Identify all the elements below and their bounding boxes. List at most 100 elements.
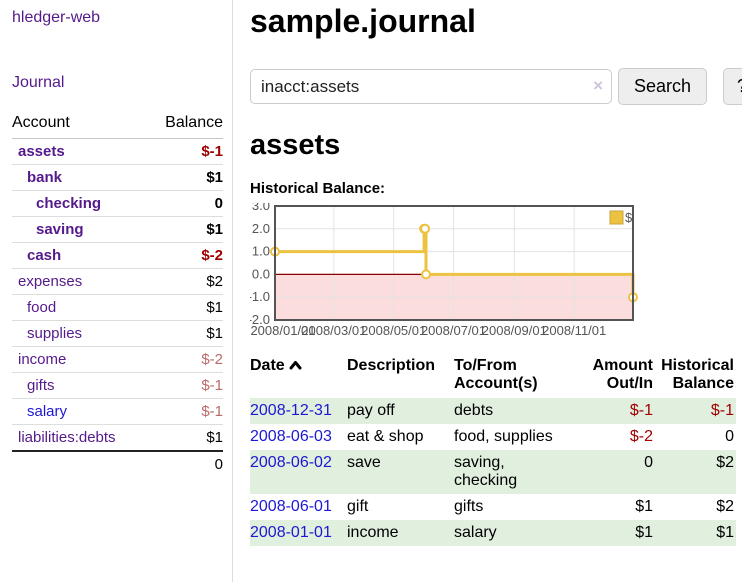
transaction-date-link[interactable]: 2008-01-01 bbox=[250, 524, 332, 541]
account-link-food[interactable]: food bbox=[27, 299, 57, 316]
account-balance: $2 bbox=[147, 268, 223, 295]
register-header-date[interactable]: Date bbox=[250, 355, 347, 398]
svg-text:2008/01/01: 2008/01/01 bbox=[250, 323, 315, 338]
transaction-description: gift bbox=[347, 498, 369, 515]
transaction-accounts: salary bbox=[454, 524, 497, 541]
accounts-header-balance: Balance bbox=[147, 112, 223, 139]
transaction-balance: $-1 bbox=[710, 402, 734, 419]
account-balance: $1 bbox=[147, 294, 223, 321]
account-row: checking 0 bbox=[12, 190, 223, 217]
account-row: bank $1 bbox=[12, 164, 223, 191]
register-row: 2008-01-01 income salary $1 $1 bbox=[250, 520, 736, 546]
account-balance: $-1 bbox=[147, 372, 223, 399]
account-link-assets[interactable]: assets bbox=[18, 143, 65, 160]
register-row: 2008-06-02 save saving, checking 0 $2 bbox=[250, 450, 736, 494]
account-link-cash[interactable]: cash bbox=[27, 247, 62, 264]
page-title: sample.journal bbox=[250, 3, 476, 39]
transaction-description: save bbox=[347, 454, 381, 471]
account-balance: $1 bbox=[147, 320, 223, 347]
account-row: income $-2 bbox=[12, 346, 223, 373]
account-link-checking[interactable]: checking bbox=[36, 195, 102, 212]
svg-text:2.0: 2.0 bbox=[252, 221, 270, 236]
register-header-amount: Amount Out/In bbox=[592, 357, 653, 392]
account-link-gifts[interactable]: gifts bbox=[27, 377, 55, 394]
svg-text:2008/05/01: 2008/05/01 bbox=[361, 323, 426, 338]
transaction-date-link[interactable]: 2008-06-03 bbox=[250, 428, 332, 445]
account-row: cash $-2 bbox=[12, 242, 223, 269]
register-header-description: Description bbox=[347, 357, 436, 374]
accounts-table: Account Balance assets $-1 bank $1 checking 0… bbox=[12, 112, 223, 477]
transaction-amount: $-1 bbox=[629, 402, 653, 419]
clear-search-icon[interactable]: × bbox=[593, 76, 603, 95]
svg-text:3.0: 3.0 bbox=[252, 203, 270, 213]
historical-balance-chart: $3.0 2.0 1.0 0.0 -1.0 -2.02008/01/012008/03/0… bbox=[250, 203, 638, 338]
account-row: saving $1 bbox=[12, 216, 223, 243]
transaction-description: income bbox=[347, 524, 399, 541]
account-balance: $1 bbox=[147, 216, 223, 243]
transaction-balance: $2 bbox=[716, 454, 734, 471]
register-row: 2008-12-31 pay off debts $-1 $-1 bbox=[250, 398, 736, 424]
transaction-accounts: saving, checking bbox=[454, 454, 518, 489]
register-row: 2008-06-03 eat & shop food, supplies $-2 0 bbox=[250, 424, 736, 450]
help-button[interactable]: ? bbox=[723, 68, 742, 105]
register-header-accounts: To/From Account(s) bbox=[454, 357, 538, 392]
accounts-tbody: assets $-1 bank $1 checking 0 saving $1 cash $-2 e… bbox=[12, 138, 223, 452]
transaction-date-link[interactable]: 2008-06-01 bbox=[250, 498, 332, 515]
sort-ascending-icon bbox=[289, 357, 302, 375]
accounts-total-row: 0 bbox=[12, 450, 223, 477]
account-link-income[interactable]: income bbox=[18, 351, 67, 368]
svg-text:2008/07/01: 2008/07/01 bbox=[421, 323, 486, 338]
transaction-description: pay off bbox=[347, 402, 395, 419]
account-balance: $-1 bbox=[147, 398, 223, 425]
svg-text:-2.0: -2.0 bbox=[250, 312, 270, 327]
transaction-balance: $2 bbox=[716, 498, 734, 515]
transaction-accounts: debts bbox=[454, 402, 494, 419]
accounts-total-value: 0 bbox=[147, 450, 223, 477]
account-row: gifts $-1 bbox=[12, 372, 223, 399]
search-button[interactable]: Search bbox=[618, 68, 708, 105]
transaction-date-link[interactable]: 2008-06-02 bbox=[250, 454, 332, 471]
account-link-bank[interactable]: bank bbox=[27, 169, 63, 186]
register-table: Date Description To/From Account(s) Amou… bbox=[250, 355, 736, 546]
register-tbody: 2008-12-31 pay off debts $-1 $-1 2008-06-03 ea… bbox=[250, 398, 736, 546]
account-link-liabilities-debts[interactable]: liabilities:debts bbox=[18, 429, 116, 446]
transaction-accounts: food, supplies bbox=[454, 428, 553, 445]
account-balance: $-2 bbox=[147, 242, 223, 269]
svg-text:1.0: 1.0 bbox=[252, 244, 270, 259]
chart-title: Historical Balance: bbox=[250, 180, 386, 197]
chart-container: $3.0 2.0 1.0 0.0 -1.0 -2.02008/01/012008/03/0… bbox=[250, 203, 642, 341]
transaction-balance: 0 bbox=[725, 428, 734, 445]
account-heading: assets bbox=[250, 129, 341, 161]
register-header-balance: Historical Balance bbox=[661, 357, 734, 392]
accounts-header-account: Account bbox=[12, 112, 148, 139]
account-row: liabilities:debts $1 bbox=[12, 424, 223, 452]
account-link-supplies[interactable]: supplies bbox=[27, 325, 83, 342]
register-row: 2008-06-01 gift gifts $1 $2 bbox=[250, 494, 736, 520]
search-row: × Search ? bbox=[250, 68, 742, 105]
account-balance: $1 bbox=[147, 164, 223, 191]
account-row: expenses $2 bbox=[12, 268, 223, 295]
svg-text:0.0: 0.0 bbox=[252, 266, 270, 281]
account-link-salary[interactable]: salary bbox=[27, 403, 68, 420]
account-balance: $-1 bbox=[147, 138, 223, 165]
brand-link[interactable]: hledger-web bbox=[12, 9, 101, 26]
transaction-date-link[interactable]: 2008-12-31 bbox=[250, 402, 332, 419]
account-link-saving[interactable]: saving bbox=[36, 221, 84, 238]
transaction-balance: $1 bbox=[716, 524, 734, 541]
svg-text:$: $ bbox=[625, 210, 633, 225]
account-balance: $1 bbox=[147, 424, 223, 452]
transaction-amount: 0 bbox=[644, 454, 653, 471]
transaction-amount: $-2 bbox=[629, 428, 653, 445]
account-row: supplies $1 bbox=[12, 320, 223, 347]
search-input[interactable] bbox=[250, 69, 612, 104]
account-balance: $-2 bbox=[147, 346, 223, 373]
account-row: food $1 bbox=[12, 294, 223, 321]
account-balance: 0 bbox=[147, 190, 223, 217]
transaction-amount: $1 bbox=[635, 498, 653, 515]
sidebar-item-journal[interactable]: Journal bbox=[12, 74, 65, 91]
account-row: assets $-1 bbox=[12, 138, 223, 165]
main-content: sample.journal × Search ? assets Histori… bbox=[233, 0, 742, 582]
svg-text:2008/03/01: 2008/03/01 bbox=[301, 323, 366, 338]
account-link-expenses[interactable]: expenses bbox=[18, 273, 83, 290]
